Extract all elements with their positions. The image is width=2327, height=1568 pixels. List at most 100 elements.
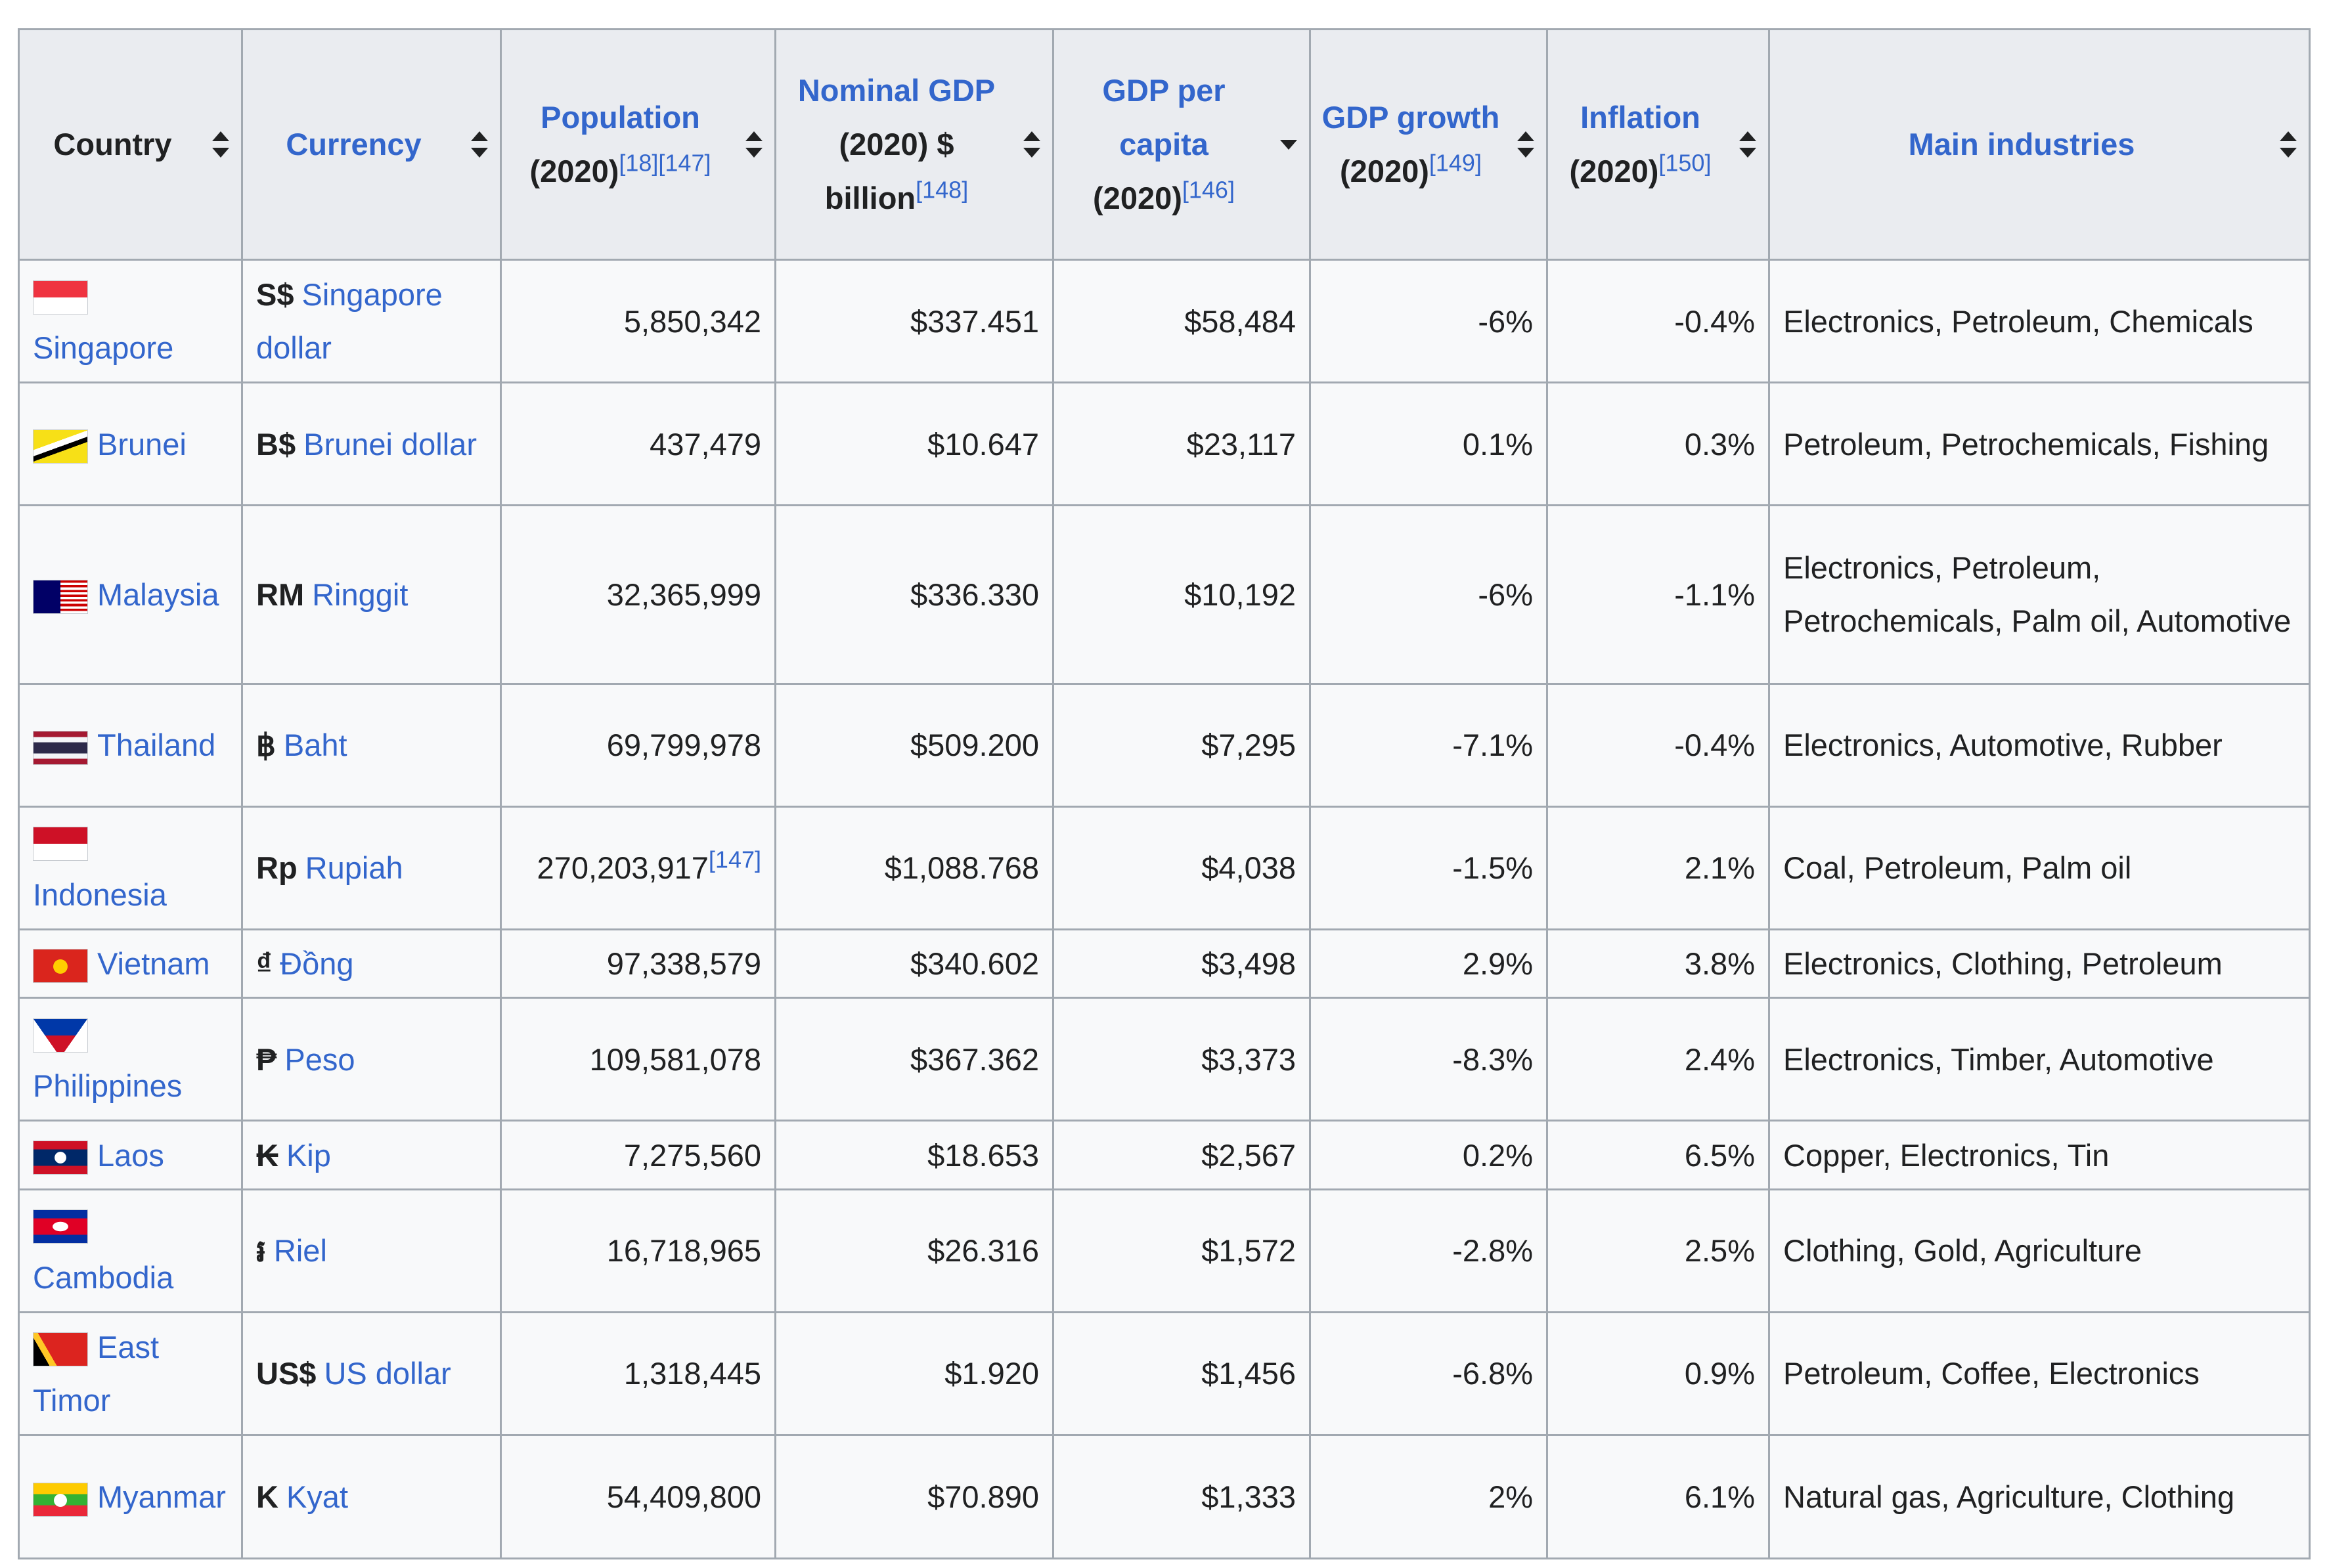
singapore-flag-icon[interactable] [33,280,88,315]
sort-icon[interactable] [471,131,488,158]
nominal-gdp-cell: $26.316 [774,1188,1054,1313]
brunei-flag-icon[interactable] [33,429,88,464]
currency-link[interactable]: US dollar [324,1356,451,1391]
main-industries-cell: Electronics, Clothing, Petroleum [1768,928,2311,999]
column-header-gdp-per-capita[interactable]: GDP per capita (2020)[146] [1052,28,1311,261]
currency-cell: ₭ Kip [241,1120,502,1190]
column-header-label[interactable]: Inflation [1580,100,1700,135]
column-header-label[interactable]: Nominal GDP [797,73,996,108]
table-row: Laos ₭ Kip 7,275,560 $18.653 $2,567 0.2% … [18,1120,2311,1190]
gdp-per-capita-cell: $4,038 [1052,805,1311,930]
main-industries-cell: Electronics, Timber, Automotive [1768,997,2311,1122]
currency-link[interactable]: Kip [286,1137,331,1173]
inflation-cell: 0.9% [1546,1311,1770,1436]
country-link[interactable]: East Timor [33,1329,160,1418]
country-cell: Philippines [18,997,243,1122]
malaysia-flag-icon[interactable] [33,580,88,615]
column-header-label[interactable]: Currency [286,127,422,162]
nominal-gdp-cell: $1,088.768 [774,805,1054,930]
gdp-growth-cell: 2% [1309,1433,1548,1560]
population-cell: 54,409,800 [500,1433,776,1560]
currency-link[interactable]: Ringgit [312,577,409,612]
gdp-per-capita-cell: $23,117 [1052,381,1311,507]
gdp-growth-cell: -7.1% [1309,682,1548,808]
citation-link[interactable]: [18][147] [619,149,711,177]
column-header-main-industries[interactable]: Main industries [1768,28,2311,261]
column-header-label[interactable]: GDP per capita [1102,73,1226,162]
currency-link[interactable]: Singapore dollar [256,277,443,366]
sort-icon[interactable] [745,131,763,158]
laos-flag-icon[interactable] [33,1141,88,1175]
currency-link[interactable]: Brunei dollar [303,426,477,462]
citation-link[interactable]: [147] [708,846,761,873]
gdp-per-capita-cell: $1,456 [1052,1311,1311,1436]
citation-link[interactable]: [150] [1658,149,1712,177]
country-link[interactable]: Singapore [33,330,174,366]
citation-link[interactable]: [148] [916,176,969,204]
sort-icon[interactable] [1517,131,1534,158]
column-header-label[interactable]: GDP growth [1321,100,1500,135]
east-timor-flag-icon[interactable] [33,1332,88,1367]
nominal-gdp-cell: $509.200 [774,682,1054,808]
currency-symbol: ₫ [256,946,273,981]
country-link[interactable]: Laos [97,1137,164,1173]
gdp-growth-cell: 0.2% [1309,1120,1548,1190]
gdp-per-capita-cell: $1,333 [1052,1433,1311,1560]
sort-descending-icon[interactable] [1280,131,1297,158]
table-row: Myanmar K Kyat 54,409,800 $70.890 $1,333 … [18,1433,2311,1560]
country-link[interactable]: Malaysia [97,577,219,612]
currency-cell: RM Ringgit [241,504,502,685]
sort-icon[interactable] [1739,131,1756,158]
table-row: Brunei B$ Brunei dollar 437,479 $10.647 $… [18,381,2311,507]
citation-link[interactable]: [146] [1182,176,1235,204]
gdp-growth-cell: -1.5% [1309,805,1548,930]
column-header-label[interactable]: Population [541,100,700,135]
inflation-cell: -0.4% [1546,682,1770,808]
currency-link[interactable]: Kyat [286,1479,348,1514]
currency-link[interactable]: Rupiah [305,850,403,886]
column-header-country[interactable]: Country [18,28,243,261]
header-row: Country Currency Population (2020)[18][1… [18,28,2311,261]
column-header-nominal-gdp[interactable]: Nominal GDP (2020) $ billion[148] [774,28,1054,261]
indonesia-flag-icon[interactable] [33,827,88,861]
country-link[interactable]: Cambodia [33,1259,174,1295]
currency-link[interactable]: Riel [273,1233,327,1269]
column-header-label[interactable]: Main industries [1908,127,2135,162]
column-header-inflation[interactable]: Inflation (2020)[150] [1546,28,1770,261]
philippines-flag-icon[interactable] [33,1018,88,1053]
gdp-per-capita-cell: $2,567 [1052,1120,1311,1190]
sort-icon[interactable] [2280,131,2297,158]
currency-link[interactable]: Baht [283,728,347,763]
currency-cell: Rp Rupiah [241,805,502,930]
column-header-gdp-growth[interactable]: GDP growth (2020)[149] [1309,28,1548,261]
country-link[interactable]: Philippines [33,1068,183,1104]
currency-link[interactable]: Peso [284,1041,355,1077]
thailand-flag-icon[interactable] [33,730,88,765]
country-link[interactable]: Vietnam [97,946,210,981]
gdp-growth-cell: -2.8% [1309,1188,1548,1313]
currency-link[interactable]: Đồng [280,946,354,981]
inflation-cell: 2.1% [1546,805,1770,930]
country-link[interactable]: Thailand [97,728,216,763]
column-header-subtitle: (2020) [1093,181,1182,215]
myanmar-flag-icon[interactable] [33,1482,88,1517]
country-link[interactable]: Myanmar [97,1479,226,1514]
currency-symbol: S$ [256,277,294,313]
currency-cell: ₫ Đồng [241,928,502,999]
sort-icon[interactable] [1023,131,1040,158]
column-header-label: Country [53,127,172,162]
gdp-per-capita-cell: $3,498 [1052,928,1311,999]
table-row: Singapore S$ Singapore dollar 5,850,342 $… [18,258,2311,384]
cambodia-flag-icon[interactable] [33,1209,88,1244]
country-link[interactable]: Brunei [97,426,187,462]
citation-link[interactable]: [149] [1429,149,1482,177]
column-header-population[interactable]: Population (2020)[18][147] [500,28,776,261]
vietnam-flag-icon[interactable] [33,949,88,984]
country-cell: Vietnam [18,928,243,999]
table-row: Vietnam ₫ Đồng 97,338,579 $340.602 $3,498… [18,928,2311,999]
country-link[interactable]: Indonesia [33,877,167,912]
population-cell: 32,365,999 [500,504,776,685]
sort-icon[interactable] [212,131,229,158]
currency-cell: ₱ Peso [241,997,502,1122]
column-header-currency[interactable]: Currency [241,28,502,261]
